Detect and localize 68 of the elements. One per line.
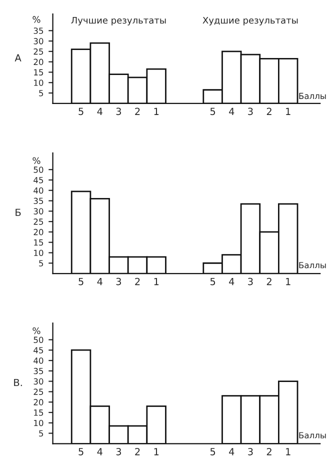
y-tick-label: 35 xyxy=(34,28,44,34)
x-tick-label: 5 xyxy=(78,278,84,286)
x-tick-label: 3 xyxy=(116,278,121,286)
y-tick-label: 15 xyxy=(34,410,44,416)
y-tick-label: 50 xyxy=(34,336,44,344)
text: В. xyxy=(14,378,22,386)
x-tick-label: 4 xyxy=(229,278,234,286)
x-tick-label: 1 xyxy=(154,448,159,456)
y-tick-label: 30 xyxy=(34,208,44,214)
x-tick-label: 3 xyxy=(248,108,253,116)
y-tick-label: 20 xyxy=(34,58,44,66)
y-axis-title: % xyxy=(32,327,40,334)
x-tick-label: 4 xyxy=(97,108,102,115)
y-tick-label: 30 xyxy=(34,38,44,44)
x-tick-label: 3 xyxy=(248,278,253,286)
x-axis-title: Баллы xyxy=(299,432,326,438)
y-axis-title: % xyxy=(32,157,40,164)
x-tick-label: 1 xyxy=(154,278,159,286)
x-tick-label: 5 xyxy=(78,448,84,456)
annotation: Худшие результаты xyxy=(202,16,298,26)
x-tick-label: 4 xyxy=(97,278,102,286)
y-tick-label: 40 xyxy=(34,357,44,364)
text: А xyxy=(14,54,22,62)
y-tick-label: 5 xyxy=(39,260,44,266)
x-tick-label: 1 xyxy=(154,108,159,115)
x-tick-label: 2 xyxy=(135,448,140,456)
x-tick-label: 5 xyxy=(78,108,84,116)
x-tick-label: 1 xyxy=(286,448,290,456)
y-tick-label: 10 xyxy=(34,80,44,86)
y-tick-label: 20 xyxy=(34,399,44,406)
x-axis-title: Баллы xyxy=(299,262,326,268)
y-tick-label: 45 xyxy=(34,347,44,354)
y-tick-label: 20 xyxy=(34,228,44,236)
y-tick-label: 25 xyxy=(34,218,44,225)
y-tick-label: 40 xyxy=(34,187,44,194)
y-tick-label: 25 xyxy=(34,388,44,395)
x-tick-label: 3 xyxy=(248,448,253,456)
x-tick-label: 3 xyxy=(116,108,121,116)
x-tick-label: 4 xyxy=(229,108,234,115)
y-tick-label: 25 xyxy=(34,48,44,55)
text: Б xyxy=(16,208,21,216)
y-tick-label: 5 xyxy=(39,90,44,96)
x-tick-label: 2 xyxy=(266,108,272,115)
y-tick-label: 45 xyxy=(34,177,44,184)
y-tick-label: 10 xyxy=(34,250,44,256)
y-axis-title: % xyxy=(32,16,40,23)
x-tick-label: 1 xyxy=(286,278,290,286)
y-tick-label: 5 xyxy=(39,430,44,437)
y-tick-label: 10 xyxy=(34,420,44,426)
x-tick-label: 4 xyxy=(97,448,102,456)
y-tick-label: 15 xyxy=(34,239,44,246)
x-tick-label: 5 xyxy=(210,448,216,456)
y-tick-label: 35 xyxy=(34,198,44,204)
x-tick-label: 2 xyxy=(135,108,140,115)
y-tick-label: 35 xyxy=(34,368,44,374)
x-tick-label: 4 xyxy=(229,448,234,456)
x-tick-label: 2 xyxy=(266,448,272,456)
x-axis-title: Баллы xyxy=(299,92,326,100)
y-tick-label: 15 xyxy=(34,69,44,76)
y-tick-label: 30 xyxy=(34,378,44,385)
annotation: Лучшие результаты xyxy=(71,16,166,26)
x-tick-label: 5 xyxy=(210,278,216,286)
x-tick-label: 3 xyxy=(116,448,121,456)
x-tick-label: 2 xyxy=(266,278,272,286)
y-tick-label: 50 xyxy=(34,166,44,173)
x-tick-label: 5 xyxy=(210,108,216,116)
x-tick-label: 1 xyxy=(286,108,290,115)
x-tick-label: 2 xyxy=(135,278,140,286)
